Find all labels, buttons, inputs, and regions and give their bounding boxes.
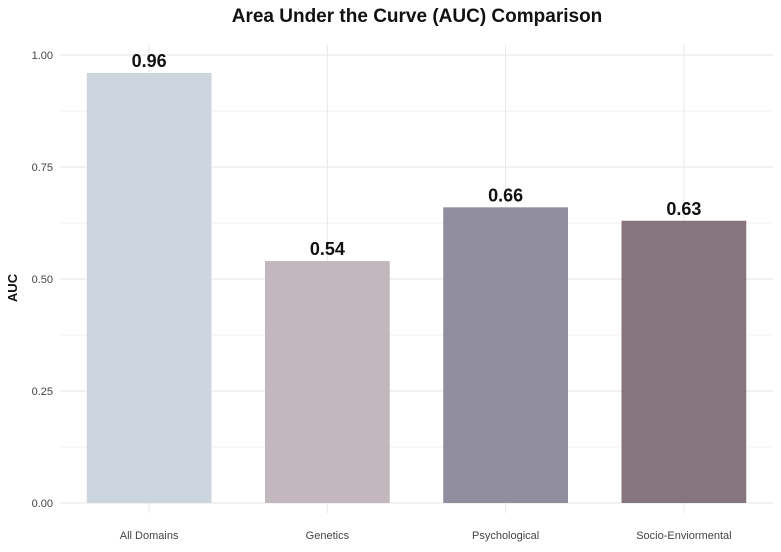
bar	[621, 220, 747, 503]
x-tick-label: Psychological	[472, 530, 539, 542]
y-axis-label: AUC	[5, 273, 20, 302]
bar-value-label: 0.96	[132, 51, 167, 71]
y-tick-label: 0.00	[32, 498, 53, 510]
chart-title: Area Under the Curve (AUC) Comparison	[232, 6, 603, 27]
bar-value-label: 0.63	[666, 199, 701, 219]
bar	[86, 72, 212, 504]
x-tick-label: Genetics	[306, 530, 350, 542]
y-axis-ticks: 0.00 0.25 0.50 0.75 1.00	[32, 50, 53, 510]
bar	[443, 207, 569, 503]
bar-value-label: 0.66	[488, 185, 523, 205]
y-tick-label: 0.50	[32, 274, 53, 286]
y-tick-label: 0.25	[32, 386, 53, 398]
data-labels: 0.96 0.54 0.66 0.63	[132, 51, 702, 259]
x-axis-ticks: All Domains Genetics Psychological Socio-En…	[120, 530, 732, 542]
x-tick-label: All Domains	[120, 530, 179, 542]
y-tick-label: 1.00	[32, 50, 53, 62]
x-tick-label: Socio-Enviormental	[636, 530, 731, 542]
y-tick-label: 0.75	[32, 162, 53, 174]
bars	[86, 72, 747, 504]
bar	[264, 261, 390, 503]
bar-value-label: 0.54	[310, 239, 345, 259]
